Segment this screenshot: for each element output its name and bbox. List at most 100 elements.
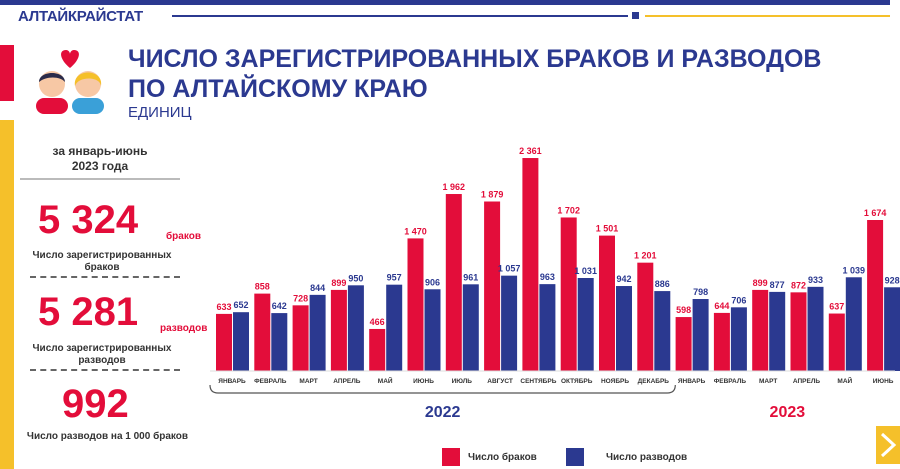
period-line-2: 2023 года (71, 159, 129, 173)
x-tick-label-4: МАЙ (378, 376, 393, 385)
divorces-value-label-2: 844 (310, 283, 325, 293)
divorces-bar-2 (309, 294, 326, 371)
summary-divider-1 (30, 276, 180, 278)
marriages-bar-2 (292, 305, 309, 371)
year-bracket-2022 (209, 384, 676, 394)
marriages-bar-5 (407, 238, 424, 371)
divorces-unit: разводов (160, 323, 208, 334)
legend-swatch-marriages (442, 448, 460, 466)
x-tick-label-15: АПРЕЛЬ (793, 378, 821, 385)
divorces-bar-17 (884, 287, 900, 371)
divorces-value-label-12: 798 (693, 287, 708, 297)
title-line-2: ПО АЛТАЙСКОМУ КРАЮ (128, 75, 428, 103)
marriages-bar-17 (867, 219, 884, 371)
divorces-value-label-10: 942 (616, 274, 631, 284)
x-tick-label-11: ДЕКАБРЬ (638, 378, 670, 385)
x-tick-label-3: АПРЕЛЬ (333, 378, 361, 385)
accent-strip-yellow (0, 120, 14, 469)
period-line-1: за январь-июнь (52, 144, 148, 158)
ratio-value: 992 (62, 382, 129, 426)
marriages-value-label-2: 728 (293, 293, 308, 303)
legend-label-marriages: Число браков (468, 452, 537, 463)
divorces-value-label-0: 652 (233, 300, 248, 310)
x-tick-label-17: ИЮНЬ (873, 378, 894, 385)
x-tick-label-7: АВГУСТ (487, 378, 513, 385)
marriages-bar-8 (522, 158, 539, 371)
divorces-caption: Число зарегистрированных разводов (22, 343, 182, 367)
divorces-bar-11 (654, 291, 671, 371)
divorces-bar-10 (616, 286, 632, 371)
divorces-bar-7 (501, 275, 518, 371)
divorces-bar-8 (539, 284, 556, 371)
x-tick-label-12: ЯНВАРЬ (678, 378, 706, 385)
divorces-bar-15 (807, 286, 824, 371)
marriages-value-label-3: 899 (331, 278, 346, 288)
divorces-value-label-7: 1 057 (498, 264, 521, 274)
x-tick-label-8: СЕНТЯБРЬ (520, 378, 556, 385)
divorces-bar-4 (386, 284, 403, 371)
next-arrow-icon (880, 432, 897, 458)
marriages-bar-14 (752, 289, 769, 371)
marriages-value-label-6: 1 962 (443, 182, 466, 192)
marriages-bar-3 (330, 289, 347, 371)
accent-strip-red (0, 45, 14, 101)
marriages-value-label-14: 899 (753, 278, 768, 288)
couple-icon (36, 50, 104, 114)
marriages-value-label-4: 466 (370, 317, 385, 327)
heart-icon (61, 50, 79, 68)
header-divider-square (632, 12, 639, 19)
period-label: за январь-июнь 2023 года (20, 144, 180, 174)
marriages-bar-16 (828, 313, 845, 371)
marriages-value-label-5: 1 470 (404, 226, 427, 236)
divorces-value-label-8: 963 (540, 272, 555, 282)
marriages-bar-12 (675, 317, 692, 371)
top-bar (0, 0, 890, 5)
marriages-bar-13 (713, 312, 730, 371)
year-label-2022: 2022 (425, 404, 461, 421)
divorces-value-label-17: 928 (885, 275, 900, 285)
marriages-value-label-12: 598 (676, 305, 691, 315)
divorces-caption-line-2: разводов (78, 355, 126, 366)
header-divider (172, 15, 628, 17)
divorces-bar-0 (233, 312, 249, 371)
units-label: ЕДИНИЦ (128, 104, 192, 121)
legend-label-divorces: Число разводов (606, 452, 688, 463)
marriages-value-label-17: 1 674 (864, 208, 887, 218)
legend-swatch-divorces (566, 448, 584, 466)
marriages-bar-6 (445, 194, 462, 371)
divorces-bar-3 (347, 285, 364, 371)
divorces-bar-1 (271, 313, 288, 371)
page-title: ЧИСЛО ЗАРЕГИСТРИРОВАННЫХ БРАКОВ И РАЗВОД… (128, 44, 848, 104)
divorces-value-label-6: 961 (463, 272, 478, 282)
brand-logo: АЛТАЙКРАЙСТАТ (18, 8, 143, 25)
divorces-value-label-16: 1 039 (843, 265, 866, 275)
marriages-total: 5 324 (38, 198, 139, 242)
divorces-value-label-4: 957 (387, 273, 402, 283)
marriages-caption-line-2: браков (84, 262, 120, 273)
marriages-value-label-10: 1 501 (596, 224, 619, 234)
x-tick-label-10: НОЯБРЬ (601, 378, 629, 385)
period-divider (20, 178, 180, 180)
divorces-bar-12 (692, 299, 709, 371)
marriages-bar-4 (369, 328, 386, 371)
marriages-unit: браков (166, 231, 201, 242)
x-tick-label-16: МАЙ (837, 376, 852, 385)
divorces-caption-line-1: Число зарегистрированных (32, 343, 172, 354)
x-tick-label-0: ЯНВАРЬ (218, 378, 246, 385)
next-slide-button[interactable] (876, 426, 900, 464)
divorces-bar-14 (769, 291, 786, 371)
title-line-1: ЧИСЛО ЗАРЕГИСТРИРОВАННЫХ БРАКОВ И РАЗВОД… (128, 45, 822, 73)
divorces-bar-13 (730, 307, 747, 371)
x-tick-label-13: ФЕВРАЛЬ (714, 378, 747, 385)
summary-divider-2 (30, 369, 180, 371)
x-tick-label-1: ФЕВРАЛЬ (254, 378, 287, 385)
marriages-caption: Число зарегистрированных браков (22, 250, 182, 274)
marriages-value-label-1: 858 (255, 282, 270, 292)
divorces-total: 5 281 (38, 290, 139, 334)
marriages-value-label-9: 1 702 (557, 205, 580, 215)
divorces-value-label-3: 950 (348, 273, 363, 283)
divorces-value-label-5: 906 (425, 277, 440, 287)
divorces-bar-6 (462, 284, 479, 371)
x-tick-label-14: МАРТ (759, 378, 777, 385)
